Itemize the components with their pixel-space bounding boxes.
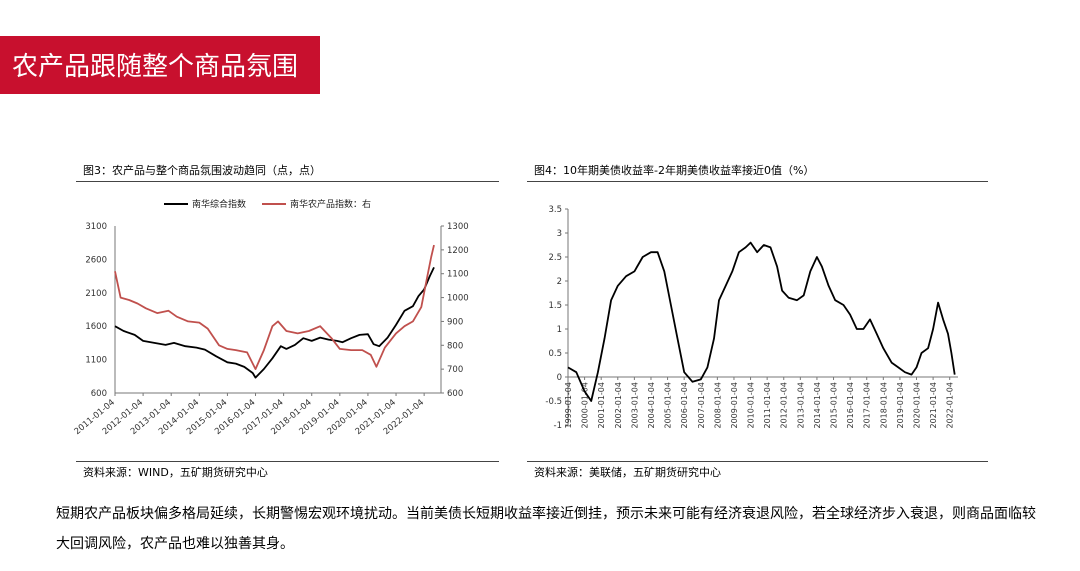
- y-tick-label: 3.5: [548, 205, 562, 215]
- title-bar: [0, 36, 320, 94]
- x-tick-label: 2013-01-04: [796, 382, 805, 429]
- right-y-tick-label: 1200: [447, 246, 469, 256]
- right-y-tick-label: 600: [447, 389, 463, 399]
- x-tick-label: 2022-01-04: [946, 382, 955, 429]
- y-tick-label: -0.5: [545, 397, 562, 407]
- x-tick-label: 2007-01-04: [697, 382, 706, 429]
- y-tick-label: 3: [557, 229, 562, 239]
- right-y-tick-label: 1000: [447, 294, 469, 304]
- x-tick-label: 2005-01-04: [664, 382, 673, 429]
- right-caption-rule: [527, 181, 988, 182]
- legend-label: 南华农产品指数：右: [290, 198, 371, 210]
- x-tick-label: 2014-01-04: [813, 382, 822, 429]
- right-y-tick-label: 1300: [447, 222, 469, 232]
- x-tick-label: 2003-01-04: [630, 382, 639, 429]
- x-tick-label: 2008-01-04: [713, 382, 722, 429]
- left-chart: 600 1100 1600 2100 2600 3100 600 700 800 900 1000 1…: [73, 198, 469, 437]
- left-y-tick-label: 600: [91, 389, 107, 399]
- left-source-rule: [76, 461, 499, 462]
- x-tick-label: 2009-01-04: [730, 382, 739, 429]
- yield-spread-line: [567, 241, 956, 402]
- legend-label: 南华综合指数: [192, 198, 246, 210]
- right-y-tick-label: 1100: [447, 270, 469, 280]
- left-y-tick-label: 3100: [85, 222, 107, 232]
- left-caption-rule: [76, 181, 499, 182]
- y-tick-label: 1: [557, 325, 562, 335]
- x-tick-label: 2012-01-04: [780, 382, 789, 429]
- right-chart-caption: 图4：10年期美债收益率-2年期美债收益率接近0值（%）: [534, 164, 815, 177]
- right-y-tick-label: 900: [447, 317, 463, 327]
- right-y-tick-label: 800: [447, 341, 463, 351]
- y-tick-label: 1.5: [548, 301, 562, 311]
- y-tick-label: 0.5: [548, 349, 562, 359]
- left-y-tick-label: 1600: [85, 322, 107, 332]
- x-tick-label: 2015-01-04: [830, 382, 839, 429]
- x-tick-label: 1999-01-04: [564, 382, 573, 429]
- x-tick-label: 2000-01-04: [581, 382, 590, 429]
- x-tick-label: 2020-01-04: [913, 382, 922, 429]
- nanhua-composite-line: [114, 267, 435, 379]
- left-y-tick-label: 2600: [85, 255, 107, 265]
- x-tick-label: 2017-01-04: [863, 382, 872, 429]
- x-tick-label: 2016-01-04: [846, 382, 855, 429]
- right-chart-source: 资料来源：美联储，五矿期货研究中心: [534, 466, 721, 479]
- x-tick-label: 2010-01-04: [747, 382, 756, 429]
- right-source-rule: [527, 461, 988, 462]
- summary-paragraph: 短期农产品板块偏多格局延续，长期警惕宏观环境扰动。当前美债长短期收益率接近倒挂，…: [56, 506, 1036, 552]
- x-tick-label: 2002-01-04: [614, 382, 623, 429]
- left-y-tick-label: 1100: [85, 356, 107, 366]
- y-tick-label: -1: [554, 421, 562, 431]
- left-chart-source: 资料来源：WIND，五矿期货研究中心: [83, 466, 268, 479]
- y-tick-label: 2.5: [548, 253, 562, 263]
- page-title: 农产品跟随整个商品氛围: [12, 52, 299, 82]
- left-chart-caption: 图3：农产品与整个商品氛围波动趋同（点，点）: [83, 164, 321, 177]
- y-tick-label: 0: [557, 373, 562, 383]
- x-tick-label: 2018-01-04: [879, 382, 888, 429]
- nanhua-agri-line: [114, 244, 435, 370]
- right-chart: -1 -0.5 0 0.5 1 1.5 2 2.5 3 3.5 1999-01-04 2000-01-…: [545, 205, 958, 431]
- right-y-tick-label: 700: [447, 365, 463, 375]
- x-tick-label: 2004-01-04: [647, 382, 656, 429]
- x-tick-label: 2001-01-04: [597, 382, 606, 429]
- x-tick-label: 2021-01-04: [929, 382, 938, 429]
- x-tick-label: 2019-01-04: [896, 382, 905, 429]
- x-tick-label: 2006-01-04: [680, 382, 689, 429]
- y-tick-label: 2: [557, 277, 562, 287]
- left-y-tick-label: 2100: [85, 289, 107, 299]
- x-tick-label: 2011-01-04: [763, 382, 772, 429]
